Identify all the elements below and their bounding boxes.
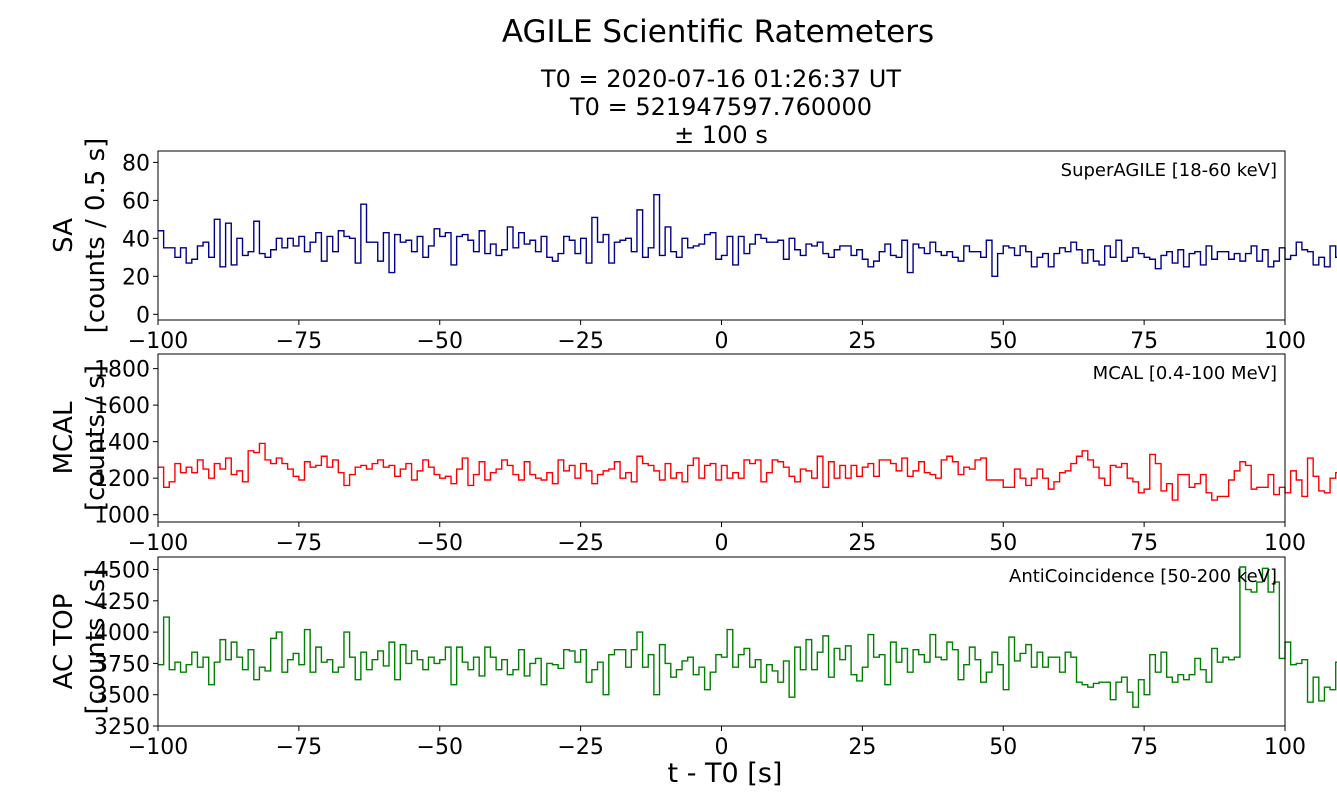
ac-x-tick-label: 50 <box>989 735 1017 760</box>
mcal-panel-title: MCAL [0.4-100 MeV] <box>1093 363 1277 384</box>
mcal-series-line <box>158 442 1337 501</box>
ac-x-tick-label: −75 <box>276 735 322 760</box>
sa-y-tick-label: 40 <box>122 227 150 252</box>
ac-y-label-line-1: AC TOP <box>49 594 79 690</box>
mcal-x-tick-label: −75 <box>276 531 322 556</box>
mcal-y-label-line-1: MCAL <box>49 401 79 474</box>
ac-y-label-line-2: [counts / s] <box>81 568 111 714</box>
mcal-x-tick-label: 75 <box>1130 531 1158 556</box>
ac-x-tick-label: 0 <box>715 735 729 760</box>
mcal-x-tick-label: 100 <box>1264 531 1306 556</box>
sa-y-tick-label: 80 <box>122 151 150 176</box>
ac-x-tick-label: −50 <box>417 735 463 760</box>
subtitle-line-1: T0 = 2020-07-16 01:26:37 UT <box>540 65 901 93</box>
mcal-y-tick-label: 1800 <box>94 358 150 383</box>
sa-panel-title: SuperAGILE [18-60 keV] <box>1061 160 1277 181</box>
x-axis-label: t - T0 [s] <box>668 758 783 789</box>
ac-y-tick-label: 3750 <box>94 652 150 677</box>
ac-x-tick-label: 100 <box>1264 735 1306 760</box>
ac-series-line <box>158 566 1337 708</box>
ac-y-tick-label: 4250 <box>94 590 150 615</box>
sa-y-tick-label: 20 <box>122 265 150 290</box>
mcal-x-tick-label: −50 <box>417 531 463 556</box>
sa-x-tick-label: −50 <box>417 329 463 354</box>
sa-x-tick-label: 100 <box>1264 329 1306 354</box>
mcal-y-label-line-2: [counts / s] <box>81 365 111 511</box>
mcal-x-tick-label: 25 <box>848 531 876 556</box>
sa-y-tick-label: 60 <box>122 189 150 214</box>
sa-y-label-line-1: SA <box>49 218 79 253</box>
sa-x-tick-label: 0 <box>715 329 729 354</box>
ac-x-tick-label: 75 <box>1130 735 1158 760</box>
ac-x-tick-label: −100 <box>128 735 188 760</box>
sa-x-tick-label: −100 <box>128 329 188 354</box>
mcal-x-tick-label: −100 <box>128 531 188 556</box>
mcal-y-tick-label: 1400 <box>94 431 150 456</box>
mcal-y-tick-label: 1000 <box>94 504 150 529</box>
figure-title: AGILE Scientific Ratemeters <box>502 14 934 50</box>
ac-y-tick-label: 3500 <box>94 684 150 709</box>
mcal-y-tick-label: 1200 <box>94 467 150 492</box>
sa-x-tick-label: −75 <box>276 329 322 354</box>
ac-y-tick-label: 3250 <box>94 715 150 740</box>
ac-panel-title: AntiCoincidence [50-200 keV] <box>1009 566 1277 587</box>
ac-y-tick-label: 4500 <box>94 559 150 584</box>
subtitle-line-2: T0 = 521947597.760000 <box>569 93 872 121</box>
sa-y-label-line-2: [counts / 0.5 s] <box>81 138 111 334</box>
sa-x-tick-label: 25 <box>848 329 876 354</box>
subtitle-line-3: ± 100 s <box>674 121 768 149</box>
mcal-x-tick-label: 50 <box>989 531 1017 556</box>
sa-y-tick-label: 0 <box>136 303 150 328</box>
ac-x-tick-label: −25 <box>557 735 603 760</box>
sa-x-tick-label: 50 <box>989 329 1017 354</box>
ac-y-tick-label: 4000 <box>94 621 150 646</box>
sa-x-tick-label: −25 <box>557 329 603 354</box>
mcal-x-tick-label: −25 <box>557 531 603 556</box>
mcal-y-tick-label: 1600 <box>94 394 150 419</box>
sa-series-line <box>158 193 1337 278</box>
sa-x-tick-label: 75 <box>1130 329 1158 354</box>
ac-x-tick-label: 25 <box>848 735 876 760</box>
mcal-x-tick-label: 0 <box>715 531 729 556</box>
